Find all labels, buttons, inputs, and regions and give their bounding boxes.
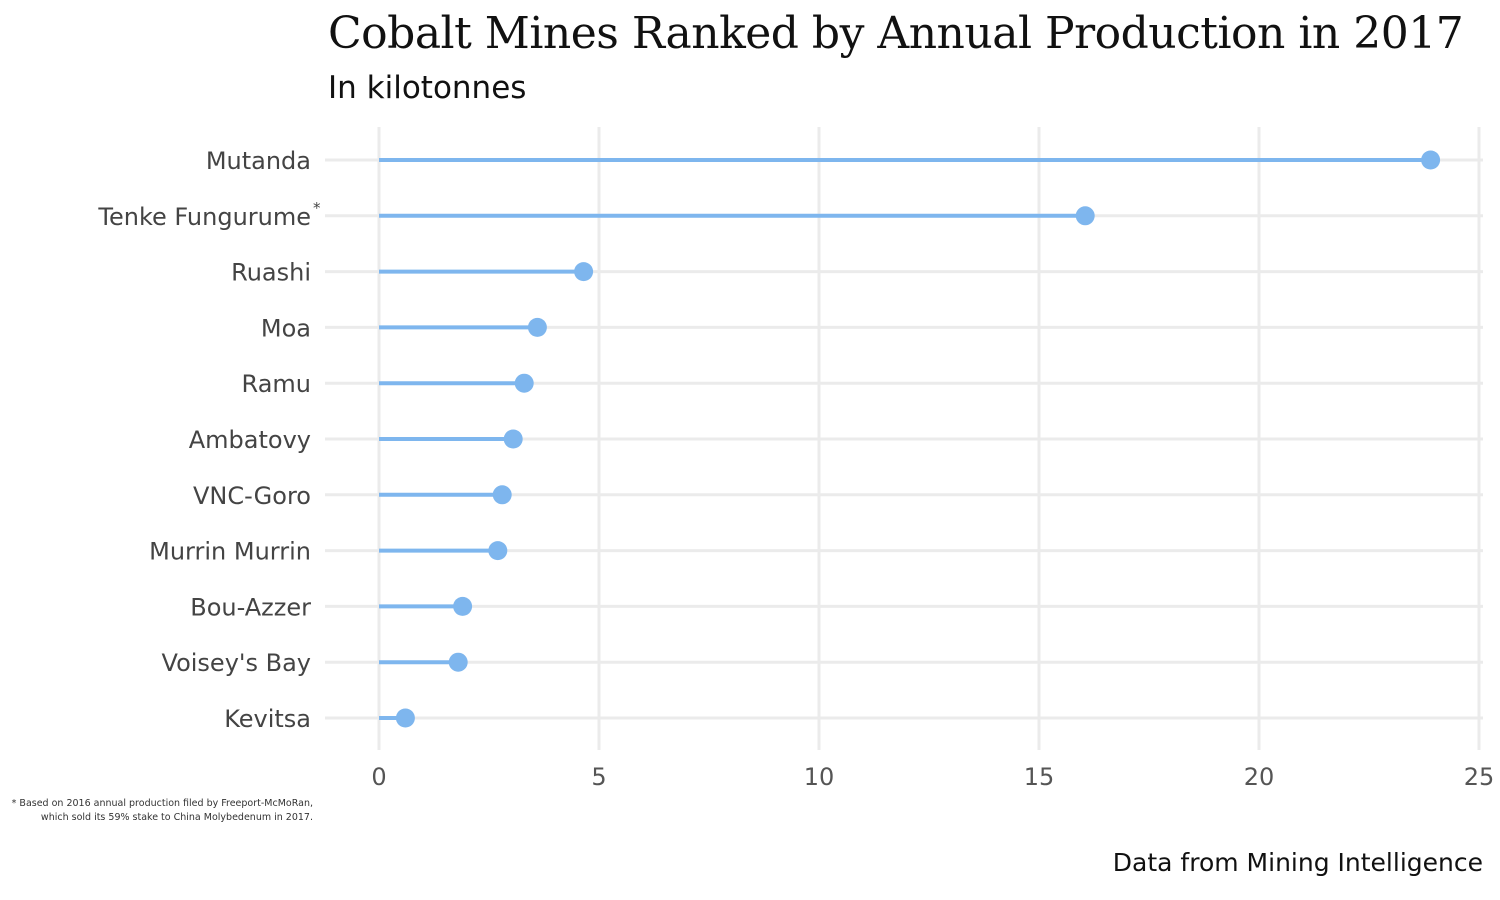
x-tick-label: 10 xyxy=(804,763,835,791)
lollipop-dot xyxy=(1421,150,1441,170)
lollipop-dot xyxy=(1075,206,1095,226)
footnote-marker: * xyxy=(313,199,321,217)
x-tick-label: 15 xyxy=(1024,763,1055,791)
lollipop-dot xyxy=(453,596,473,616)
lollipop-dot xyxy=(448,652,468,672)
lollipop-dot xyxy=(514,373,534,393)
x-tick-label: 5 xyxy=(591,763,606,791)
x-tick-label: 25 xyxy=(1464,763,1495,791)
lollipop-dot xyxy=(492,485,512,505)
category-label: Bou-Azzer xyxy=(190,593,311,621)
lollipop-dot xyxy=(574,262,594,282)
lollipop-dot xyxy=(395,708,415,728)
lollipop-dot xyxy=(488,541,508,561)
chart-title: Cobalt Mines Ranked by Annual Production… xyxy=(328,8,1464,59)
category-label: VNC-Goro xyxy=(193,482,311,510)
x-tick-label: 20 xyxy=(1244,763,1275,791)
category-label: Kevitsa xyxy=(224,705,311,733)
category-label: Murrin Murrin xyxy=(149,538,311,566)
source-caption: Data from Mining Intelligence xyxy=(1112,848,1483,877)
x-tick-label: 0 xyxy=(371,763,386,791)
lollipop-dot xyxy=(503,429,523,449)
chart-subtitle: In kilotonnes xyxy=(328,70,527,106)
category-label: Ramu xyxy=(242,370,311,398)
lollipop-dot xyxy=(527,317,547,337)
category-label: Ambatovy xyxy=(189,426,311,454)
category-label: Ruashi xyxy=(231,259,311,287)
category-label: Moa xyxy=(261,314,311,342)
category-label: Tenke Fungurume xyxy=(97,203,311,231)
category-label: Mutanda xyxy=(206,147,311,175)
category-label: Voisey's Bay xyxy=(162,649,311,677)
footnote: * Based on 2016 annual production filed … xyxy=(11,798,313,823)
